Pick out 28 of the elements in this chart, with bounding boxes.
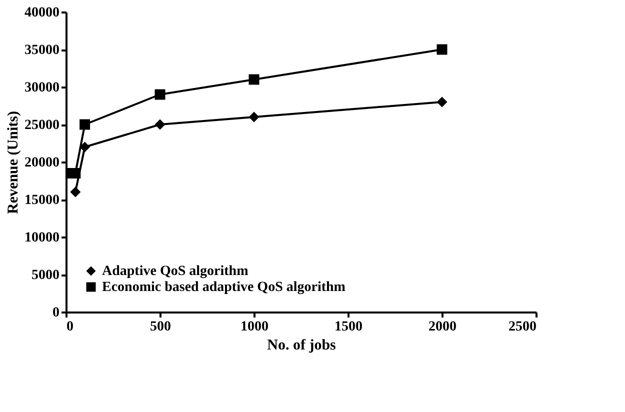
point	[154, 89, 166, 100]
x-tick-label: 500	[150, 320, 171, 334]
y-tick-label: 35000	[24, 43, 60, 58]
point	[436, 96, 448, 108]
point	[70, 186, 81, 198]
x-tick-label: 2000	[428, 320, 456, 334]
y-tick-label: 25000	[24, 118, 60, 133]
point	[248, 112, 260, 122]
point	[80, 142, 90, 152]
point	[248, 74, 260, 85]
x-tick-label: 2500	[508, 320, 536, 334]
y-tick-label: 5000	[32, 268, 60, 283]
x-tick-label: 1000	[240, 320, 268, 334]
x-tick-label: 0	[66, 320, 74, 334]
point	[154, 119, 166, 130]
legend-label: Economic based adaptive QoS algorithm	[102, 280, 346, 295]
y-tick-label: 40000	[24, 6, 60, 20]
x-tick-label: 1500	[334, 320, 362, 334]
x-axis-title: No. of jobs	[267, 338, 336, 354]
y-axis-title: Revenue (Units)	[6, 111, 22, 214]
y-tick-label: 10000	[24, 230, 60, 246]
y-tick-label: 30000	[24, 80, 60, 96]
point	[436, 44, 448, 55]
y-tick-label: 20000	[24, 156, 60, 170]
legend-label: Adaptive QoS algorithm	[102, 264, 249, 279]
point	[80, 119, 90, 130]
y-tick-label: 15000	[24, 193, 60, 208]
y-tick-label: 0	[52, 306, 60, 320]
